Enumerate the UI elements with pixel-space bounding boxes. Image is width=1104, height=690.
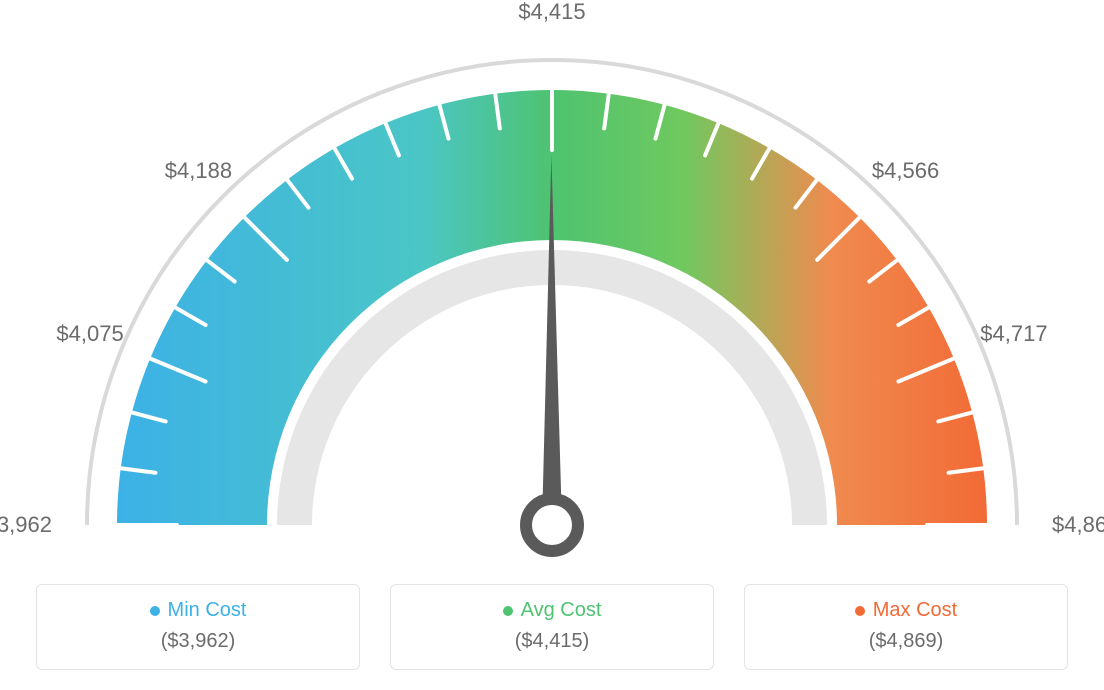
max-cost-value: ($4,869) [755,630,1057,653]
avg-cost-dot [503,606,513,616]
min-cost-card: Min Cost ($3,962) [36,584,360,670]
tick-label: $4,188 [165,158,232,184]
min-cost-value: ($3,962) [47,630,349,653]
gauge-svg [0,0,1104,560]
min-cost-label: Min Cost [168,599,247,622]
min-cost-header: Min Cost [47,599,349,622]
max-cost-dot [855,606,865,616]
avg-cost-value: ($4,415) [401,630,703,653]
tick-label: $4,717 [980,321,1047,347]
avg-cost-label: Avg Cost [521,599,602,622]
tick-label: $4,075 [56,321,123,347]
tick-label: $4,869 [1052,512,1104,538]
avg-cost-card: Avg Cost ($4,415) [390,584,714,670]
gauge-area: $3,962 $4,075 $4,188 $4,415 $4,566 $4,717 $4,8… [0,0,1104,560]
tick-label: $4,415 [518,0,585,25]
max-cost-header: Max Cost [755,599,1057,622]
max-cost-label: Max Cost [873,599,957,622]
max-cost-card: Max Cost ($4,869) [744,584,1068,670]
avg-cost-header: Avg Cost [401,599,703,622]
summary-cards: Min Cost ($3,962) Avg Cost ($4,415) Max … [36,584,1068,670]
gauge-chart-container: $3,962 $4,075 $4,188 $4,415 $4,566 $4,717 $4,8… [0,0,1104,690]
min-cost-dot [150,606,160,616]
tick-label: $3,962 [0,512,52,538]
tick-label: $4,566 [872,158,939,184]
